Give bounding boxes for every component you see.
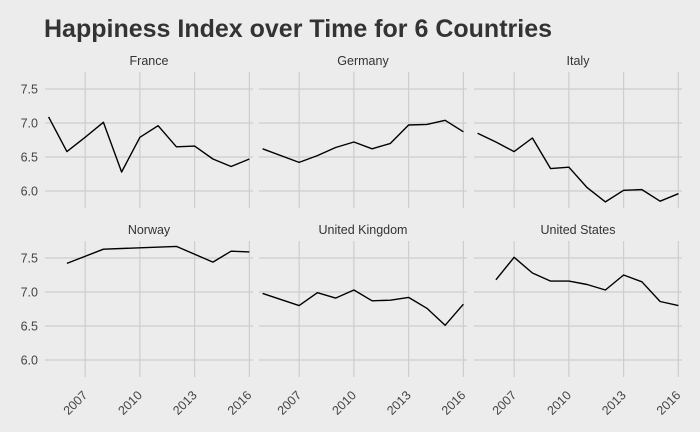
x-tick-label: 2016 [225,388,255,418]
x-tick-label: 2010 [115,388,145,418]
y-tick-label: 7.5 [21,83,38,97]
y-tick-label: 6.5 [21,151,38,165]
x-tick-label: 2013 [170,388,200,418]
panel-strip-label: France [130,54,169,68]
series-line [47,116,250,173]
series-line [66,245,250,265]
panel-3: Italy [474,54,682,208]
panel-2: Germany [259,54,467,208]
series-line [262,289,464,326]
panel-6: United States 2007 2010 2013 2016 [474,223,684,418]
panel-strip-label: Germany [337,54,389,68]
panel-5: United Kingdom 2007 2010 2013 2016 [259,223,469,418]
y-tick-label: 7.5 [21,252,38,266]
panel-strip-label: United States [540,223,615,237]
x-tick-label: 2016 [654,388,684,418]
x-tick-label: 2016 [439,388,469,418]
chart-panels: France 6.0 6.5 7.0 7.5 Germany Italy Norway 6.0 6… [21,54,684,418]
panel-4: Norway 6.0 6.5 7.0 7.5 2007 2010 2013 2016 [21,223,255,418]
panel-1: France 6.0 6.5 7.0 7.5 [21,54,253,208]
x-tick-label: 2007 [275,388,305,418]
x-tick-label: 2013 [599,388,629,418]
y-tick-label: 7.0 [21,117,38,131]
panel-strip-label: Norway [128,223,171,237]
panel-strip-label: United Kingdom [319,223,408,237]
series-line [477,132,679,203]
x-tick-label: 2007 [490,388,520,418]
series-line [495,256,679,307]
y-tick-label: 6.5 [21,320,38,334]
series-line [262,119,464,164]
y-tick-label: 7.0 [21,286,38,300]
x-tick-label: 2013 [384,388,414,418]
x-tick-label: 2010 [329,388,359,418]
y-tick-label: 6.0 [21,185,38,199]
x-tick-label: 2010 [544,388,574,418]
y-tick-label: 6.0 [21,354,38,368]
panel-strip-label: Italy [567,54,591,68]
chart-title: Happiness Index over Time for 6 Countrie… [44,15,552,43]
x-tick-label: 2007 [61,388,91,418]
